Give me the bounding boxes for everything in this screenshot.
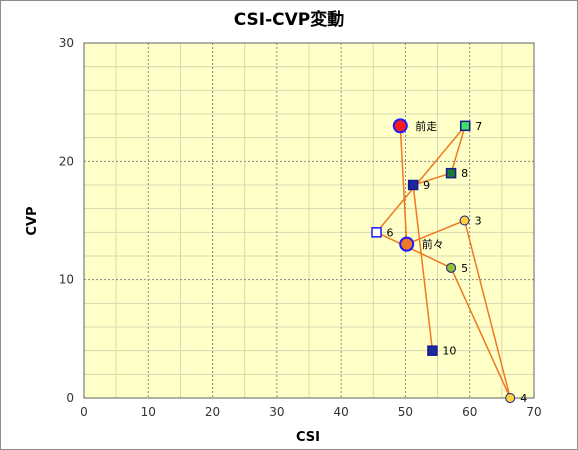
- y-tick-label: 20: [59, 154, 74, 168]
- point-marker: [407, 179, 419, 191]
- x-tick-label: 50: [398, 405, 413, 419]
- point-label: 4: [520, 392, 527, 405]
- x-tick-label: 0: [80, 405, 88, 419]
- point-marker: [459, 120, 471, 132]
- point-marker: [505, 393, 516, 403]
- point-label: 前々: [422, 237, 444, 251]
- y-tick-label: 0: [66, 391, 74, 405]
- y-axis-title: CVP: [25, 206, 40, 235]
- x-tick-label: 60: [462, 405, 477, 419]
- x-tick-label: 70: [526, 405, 541, 419]
- point-label: 7: [475, 120, 482, 133]
- point-label: 3: [475, 215, 482, 228]
- point-label: 前走: [415, 119, 437, 133]
- x-axis-title: CSI: [296, 430, 320, 445]
- point-marker: [427, 345, 438, 356]
- point-label: 9: [423, 179, 430, 192]
- x-tick-label: 10: [141, 405, 156, 419]
- point-marker: [446, 262, 457, 273]
- plot-border: [83, 42, 535, 399]
- y-tick-label: 30: [59, 36, 74, 50]
- point-marker: [392, 118, 408, 134]
- point-marker: [399, 236, 415, 252]
- point-marker: [371, 227, 382, 238]
- point-label: 8: [461, 167, 468, 180]
- chart-title: CSI-CVP変動: [234, 9, 345, 30]
- x-tick-label: 30: [269, 405, 284, 419]
- series-path: [375, 125, 511, 399]
- point-marker: [459, 215, 470, 226]
- point-label: 10: [442, 345, 456, 358]
- point-label: 6: [387, 226, 394, 239]
- y-tick-label: 10: [59, 273, 74, 287]
- point-label: 5: [461, 262, 468, 275]
- x-tick-label: 40: [334, 405, 349, 419]
- point-marker: [445, 167, 457, 179]
- x-tick-label: 20: [205, 405, 220, 419]
